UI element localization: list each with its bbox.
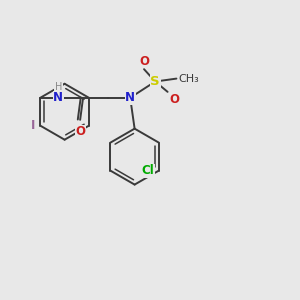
- Text: N: N: [53, 91, 63, 104]
- Text: Cl: Cl: [142, 164, 154, 177]
- Text: O: O: [169, 93, 179, 106]
- Text: N: N: [125, 91, 135, 104]
- Text: O: O: [75, 125, 85, 138]
- Text: I: I: [31, 119, 35, 132]
- Text: S: S: [150, 75, 160, 88]
- Text: O: O: [139, 55, 149, 68]
- Text: H: H: [55, 82, 62, 92]
- Text: CH₃: CH₃: [179, 74, 200, 84]
